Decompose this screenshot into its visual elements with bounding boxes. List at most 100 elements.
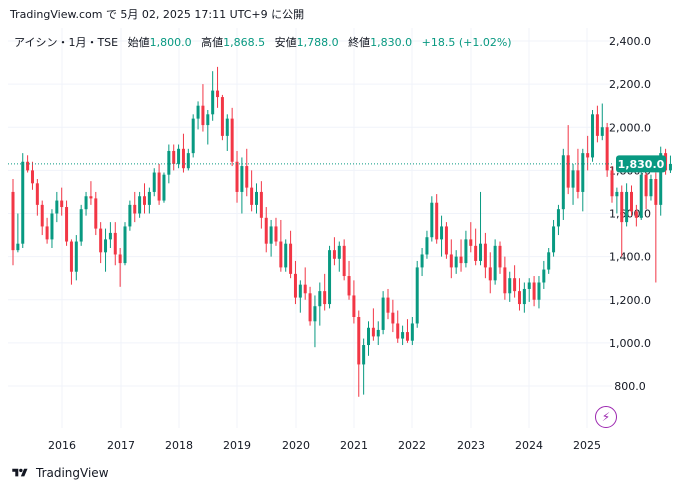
candle (620, 185, 624, 257)
candle-body (513, 278, 517, 292)
x-tick-label: 2020 (282, 439, 310, 452)
high-label: 高値 (201, 36, 224, 49)
candle (50, 209, 54, 248)
candle-body (517, 291, 521, 305)
candle (479, 191, 483, 266)
x-tick-label: 2016 (48, 439, 76, 452)
x-tick-label: 2018 (165, 439, 193, 452)
candle-body (206, 114, 210, 126)
candle-body (274, 226, 278, 242)
candle (576, 148, 580, 199)
candle (459, 239, 463, 272)
candle-body (537, 282, 541, 300)
candle-body (586, 153, 590, 158)
candle-body (40, 204, 44, 227)
y-tick-label: 2,400.0 (609, 35, 651, 48)
candle (104, 228, 108, 272)
y-tick-label: 2,200.0 (609, 78, 651, 91)
candle-body (444, 226, 448, 255)
candle (108, 222, 112, 248)
candle-body (396, 323, 400, 339)
candle-body (522, 288, 526, 305)
candle (240, 157, 244, 214)
candle (552, 219, 556, 257)
candle-body (347, 276, 351, 296)
candle (469, 222, 473, 253)
candle-body (367, 327, 371, 346)
candle-body (552, 226, 556, 253)
candle-body (230, 118, 234, 162)
candle-body (147, 191, 151, 205)
candle-body (440, 226, 444, 240)
candle-body (269, 226, 273, 244)
candle-body (634, 211, 638, 218)
symbol-label: アイシン・1月・TSE (14, 36, 119, 49)
candle-body (318, 291, 322, 307)
candle (230, 107, 234, 167)
candle-body (138, 196, 142, 214)
candle (634, 204, 638, 227)
candle-body (386, 297, 390, 313)
candle (69, 239, 73, 285)
candle-body (45, 226, 49, 240)
candle-body (240, 166, 244, 192)
candle-body (35, 183, 39, 205)
candle (420, 248, 424, 277)
candle (586, 135, 590, 171)
candle-body (571, 170, 575, 188)
candle (464, 230, 468, 268)
candle-body (352, 295, 356, 317)
candle-body (201, 105, 205, 126)
candle (566, 125, 570, 195)
candle-body (566, 155, 570, 188)
candle-body (503, 267, 507, 294)
y-tick-label: 1,200.0 (609, 294, 651, 307)
candle (186, 148, 190, 171)
candle (142, 183, 146, 214)
lightning-icon[interactable]: ⚡ (595, 406, 617, 428)
candle-body (216, 90, 220, 98)
candle (196, 101, 200, 130)
candle (430, 196, 434, 242)
ohlc-legend: アイシン・1月・TSE 始値1,800.0 高値1,868.5 安値1,788.… (14, 34, 512, 50)
x-tick-label: 2025 (573, 439, 601, 452)
candle (595, 105, 599, 143)
candle (30, 161, 34, 190)
candle (513, 265, 517, 298)
candle-body (157, 172, 161, 201)
candle-body (323, 291, 327, 305)
candle-body (123, 226, 127, 264)
candle (444, 222, 448, 259)
x-tick-label: 2021 (340, 439, 368, 452)
candle (284, 239, 288, 272)
last-price-badge: 1,830.0 (616, 155, 666, 173)
candle-body (357, 317, 361, 365)
candle (255, 183, 258, 214)
close-label: 終値 (348, 36, 371, 49)
candle (264, 207, 268, 253)
candle (517, 278, 521, 311)
candle (245, 148, 249, 197)
candle (488, 252, 492, 294)
candle (99, 222, 103, 264)
candle (133, 191, 137, 223)
candle (279, 219, 283, 272)
candle (639, 170, 643, 220)
candles (11, 66, 672, 397)
candle (376, 321, 380, 346)
candle (26, 155, 30, 173)
candle (610, 166, 614, 203)
change-value: +18.5 (+1.02%) (421, 36, 512, 49)
candle (16, 213, 20, 253)
candle-body (479, 243, 483, 261)
candle-body (576, 170, 580, 192)
candle (220, 94, 224, 141)
candle-body (410, 323, 414, 341)
y-tick-label: 1,000.0 (609, 337, 651, 350)
candle-body (303, 284, 307, 294)
candle (79, 204, 83, 246)
candle (128, 200, 132, 231)
candle-body (625, 191, 629, 223)
candle-body (162, 174, 166, 201)
